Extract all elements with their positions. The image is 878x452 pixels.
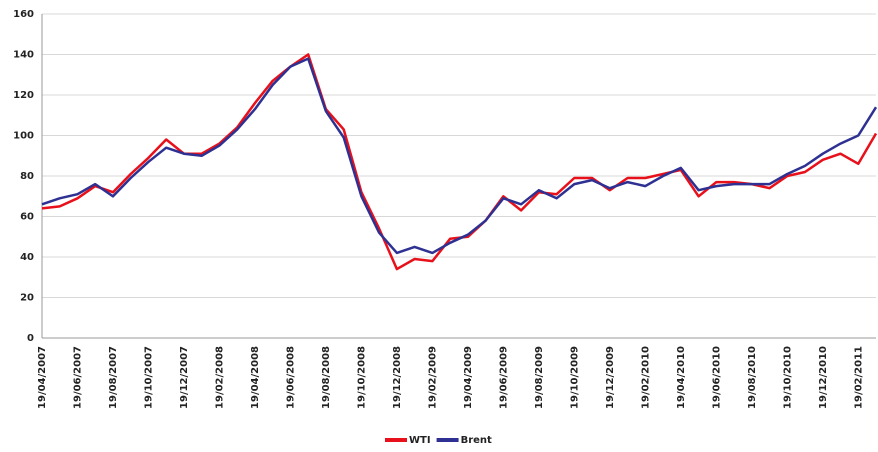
x-tick-label: 19/08/2010 [747, 346, 758, 409]
y-tick-label: 60 [20, 212, 34, 223]
x-tick-label: 19/10/2009 [569, 346, 580, 409]
x-tick-label: 19/04/2007 [37, 346, 48, 409]
x-tick-label: 19/10/2010 [782, 346, 793, 409]
line-series [41, 53, 878, 271]
y-tick-label: 140 [13, 50, 34, 61]
x-tick-label: 19/04/2010 [676, 346, 687, 409]
x-tick-label: 19/06/2008 [285, 346, 296, 409]
x-tick-label: 19/10/2008 [356, 346, 367, 409]
x-tick-label: 19/02/2011 [853, 346, 864, 409]
x-tick-label: 19/08/2008 [321, 346, 332, 409]
x-tick-label: 19/02/2010 [640, 346, 651, 409]
x-tick-label: 19/08/2009 [534, 346, 545, 409]
y-tick-label: 100 [13, 131, 34, 142]
legend-label: WTI [409, 435, 431, 446]
y-tick-label: 40 [20, 252, 34, 263]
x-tick-label: 19/04/2009 [463, 346, 474, 409]
x-tick-label: 19/12/2007 [179, 346, 190, 409]
y-tick-label: 120 [13, 90, 34, 101]
x-tick-label: 19/06/2009 [498, 346, 509, 409]
y-tick-label: 80 [20, 171, 34, 182]
x-tick-label: 19/02/2009 [427, 346, 438, 409]
y-tick-label: 160 [13, 9, 34, 20]
x-tick-label: 19/02/2008 [214, 346, 225, 409]
legend-label: Brent [461, 435, 492, 446]
x-tick-label: 19/12/2010 [818, 346, 829, 409]
x-tick-label: 19/04/2008 [250, 346, 261, 409]
x-tick-label: 19/10/2007 [143, 346, 154, 409]
x-tick-label: 19/06/2007 [72, 346, 83, 409]
x-tick-label: 19/06/2010 [711, 346, 722, 409]
x-tick-label: 19/08/2007 [108, 346, 119, 409]
x-tick-label: 19/12/2008 [392, 346, 403, 409]
x-tick-label: 19/12/2009 [605, 346, 616, 409]
y-tick-label: 0 [27, 333, 34, 344]
line-series [41, 57, 878, 255]
y-tick-label: 20 [20, 293, 34, 304]
